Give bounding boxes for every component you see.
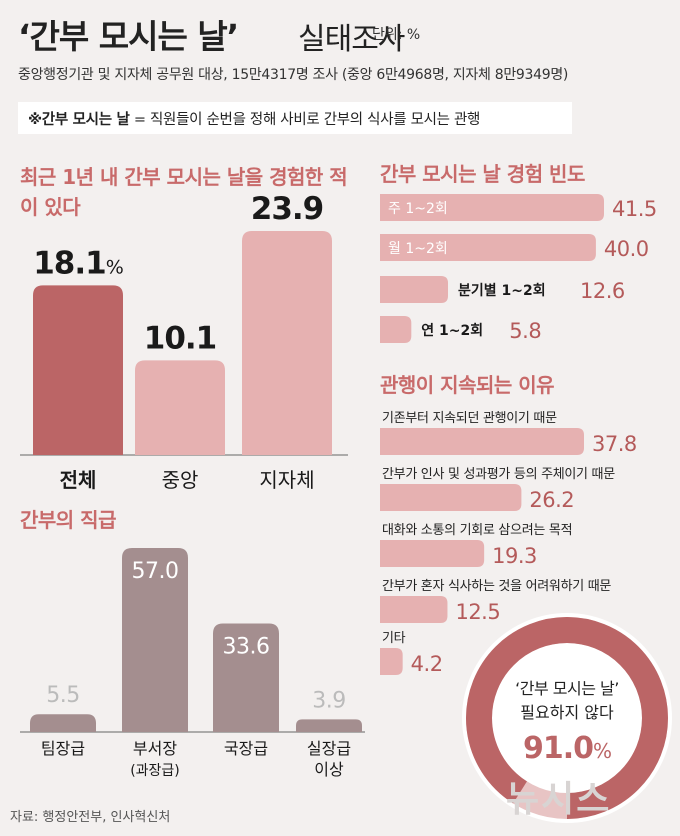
- experience-category-label: 지자체: [259, 468, 314, 492]
- position-value-label: 5.5: [46, 683, 80, 708]
- frequency-chart-title: 간부 모시는 날 경험 빈도: [380, 162, 585, 186]
- position-bar: [296, 719, 362, 732]
- experience-value-label: 18.1%: [33, 245, 123, 281]
- experience-chart-title: 최근 1년 내 간부 모시는 날을 경험한 적이 있다: [20, 165, 348, 219]
- definition-text: = 직원들이 순번을 정해 사비로 간부의 식사를 모시는 관행: [129, 112, 481, 128]
- experience-value-label: 10.1: [144, 320, 217, 356]
- experience-category-label: 중앙: [162, 468, 199, 492]
- source-note: 자료: 행정안전부, 인사혁신처: [10, 810, 171, 825]
- reason-category-label: 대화와 소통의 기회로 삼으려는 목적: [382, 523, 572, 538]
- position-chart-title: 간부의 직급: [20, 508, 116, 532]
- frequency-value-label: 41.5: [612, 197, 657, 221]
- position-bar: [30, 714, 96, 732]
- frequency-bar: [380, 234, 596, 261]
- position-category-sublabel: 이상: [314, 760, 344, 779]
- unit-label: 단위: %: [372, 27, 421, 43]
- reason-value-label: 12.5: [455, 600, 500, 624]
- frequency-category-label: 연 1~2회: [421, 323, 483, 339]
- reason-bar: [380, 484, 522, 511]
- donut-value-suffix: %: [593, 739, 611, 763]
- experience-bar: [242, 231, 332, 455]
- frequency-bar: [380, 276, 449, 303]
- frequency-bar: [380, 316, 412, 343]
- frequency-value-label: 40.0: [604, 237, 649, 261]
- reason-chart-title: 관행이 지속되는 이유: [380, 373, 555, 397]
- experience-category-label: 전체: [60, 468, 97, 492]
- frequency-value-label: 5.8: [509, 319, 541, 343]
- frequency-category-label: 분기별 1~2회: [458, 282, 546, 299]
- position-category-label: 실장급: [307, 739, 351, 758]
- experience-bar: [135, 360, 225, 455]
- frequency-bar: [380, 194, 604, 221]
- reason-value-label: 19.3: [492, 544, 537, 568]
- definition-term: ※간부 모시는 날: [28, 112, 130, 128]
- position-category-label: 부서장: [133, 739, 177, 758]
- position-category-label: 국장급: [224, 739, 268, 758]
- donut-label-line2: 필요하지 않다: [520, 703, 614, 722]
- frequency-value-label: 12.6: [580, 279, 625, 303]
- position-category-label: 팀장급: [41, 739, 85, 758]
- position-bar: [213, 623, 279, 732]
- experience-value-suffix: %: [106, 256, 123, 278]
- position-value-label: 33.6: [223, 635, 270, 660]
- watermark: 뉴시스: [506, 779, 612, 820]
- reason-category-label: 기타: [382, 631, 406, 646]
- experience-bar: [33, 285, 123, 455]
- reason-bar: [380, 540, 485, 567]
- position-value-label: 3.9: [312, 688, 346, 713]
- donut-value-arc: [466, 617, 668, 819]
- reason-value-label: 26.2: [529, 488, 574, 512]
- position-value-label: 57.0: [132, 559, 179, 584]
- reason-category-label: 간부가 인사 및 성과평가 등의 주체이기 때문: [382, 467, 615, 482]
- reason-bar: [380, 428, 584, 455]
- reason-value-label: 37.8: [592, 432, 637, 456]
- frequency-category-label: 주 1~2회: [388, 201, 448, 217]
- frequency-category-label: 월 1~2회: [388, 241, 448, 257]
- position-bar: [122, 548, 188, 732]
- survey-subtitle: 중앙행정기관 및 지자체 공무원 대상, 15만4317명 조사 (중앙 6만4…: [18, 67, 569, 83]
- donut-backdrop: [462, 613, 672, 823]
- reason-bar: [380, 648, 403, 675]
- definition-box: ※간부 모시는 날 = 직원들이 순번을 정해 사비로 간부의 식사를 모시는 …: [18, 102, 572, 134]
- experience-value-label: 23.9: [251, 191, 324, 227]
- page-title-sub: 실태조사: [298, 22, 405, 57]
- page-title: ‘간부 모시는 날’: [18, 17, 239, 56]
- reason-bar: [380, 596, 448, 623]
- reason-category-label: 간부가 혼자 식사하는 것을 어려워하기 때문: [382, 579, 611, 594]
- reason-category-label: 기존부터 지속되던 관행이기 때문: [382, 410, 557, 426]
- donut-label-line1: ‘간부 모시는 날’: [515, 679, 619, 698]
- position-category-sublabel: (과장급): [130, 763, 180, 779]
- reason-value-label: 4.2: [411, 652, 443, 676]
